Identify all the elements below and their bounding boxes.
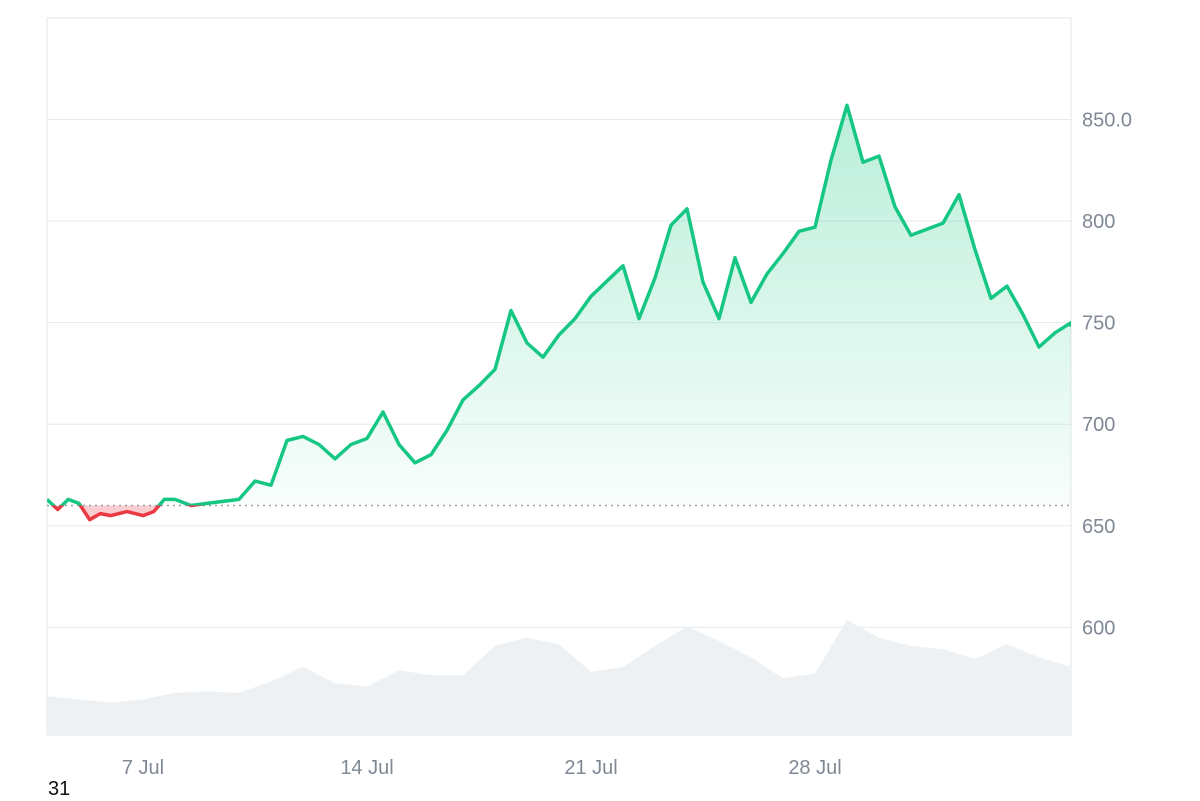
y-tick-label: 850.0 [1082,110,1132,132]
y-tick-label: 750 [1082,313,1115,335]
x-axis-ticks: 7 Jul 14 Jul 21 Jul 28 Jul [122,757,842,779]
corner-label: 31 [48,778,71,800]
y-tick-label: 650 [1082,516,1115,538]
price-area [47,105,1071,520]
y-axis-ticks: 850.0 800 750 700 650 600 [1082,110,1132,640]
area-above-baseline [47,105,1071,506]
x-tick-label: 21 Jul [564,757,617,779]
price-series [47,103,1071,522]
area-below-baseline [47,505,1071,520]
x-tick-label: 7 Jul [122,757,164,779]
y-tick-label: 800 [1082,211,1115,233]
x-tick-label: 28 Jul [788,757,841,779]
volume-area [47,620,1071,735]
x-tick-label: 14 Jul [340,757,393,779]
y-tick-label: 600 [1082,617,1115,639]
y-tick-label: 700 [1082,414,1115,436]
price-line-up [47,103,1071,506]
volume-series [47,620,1071,735]
